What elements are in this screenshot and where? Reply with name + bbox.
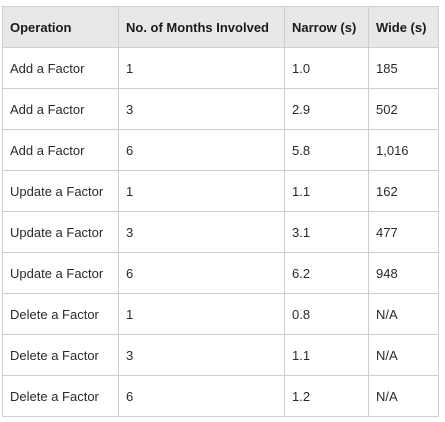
table-body: Add a Factor 1 1.0 185 Add a Factor 3 2.… [2,47,439,417]
cell-months: 1 [118,170,285,212]
cell-months: 6 [118,129,285,171]
cell-months: 6 [118,252,285,294]
table-row: Add a Factor 6 5.8 1,016 [2,129,439,171]
cell-narrow: 1.0 [284,47,369,89]
cell-operation: Delete a Factor [2,334,119,376]
cell-months: 1 [118,47,285,89]
cell-narrow: 0.8 [284,293,369,335]
cell-wide: N/A [368,375,439,417]
cell-wide: N/A [368,293,439,335]
cell-wide: 162 [368,170,439,212]
cell-months: 3 [118,88,285,130]
table-row: Update a Factor 1 1.1 162 [2,170,439,212]
cell-narrow: 1.1 [284,334,369,376]
cell-narrow: 2.9 [284,88,369,130]
table-row: Update a Factor 3 3.1 477 [2,211,439,253]
cell-wide: N/A [368,334,439,376]
cell-operation: Update a Factor [2,252,119,294]
cell-months: 3 [118,211,285,253]
cell-wide: 948 [368,252,439,294]
cell-months: 1 [118,293,285,335]
table-row: Delete a Factor 3 1.1 N/A [2,334,439,376]
cell-operation: Add a Factor [2,129,119,171]
cell-months: 3 [118,334,285,376]
header-operation: Operation [2,6,119,48]
header-months: No. of Months Involved [118,6,285,48]
header-wide: Wide (s) [368,6,439,48]
header-narrow: Narrow (s) [284,6,369,48]
cell-wide: 477 [368,211,439,253]
cell-wide: 185 [368,47,439,89]
header-row: Operation No. of Months Involved Narrow … [2,6,439,48]
cell-months: 6 [118,375,285,417]
cell-operation: Update a Factor [2,211,119,253]
table-row: Add a Factor 3 2.9 502 [2,88,439,130]
results-table: Operation No. of Months Involved Narrow … [2,6,439,417]
cell-operation: Delete a Factor [2,375,119,417]
cell-operation: Add a Factor [2,47,119,89]
table-row: Add a Factor 1 1.0 185 [2,47,439,89]
cell-narrow: 6.2 [284,252,369,294]
cell-narrow: 3.1 [284,211,369,253]
table-header: Operation No. of Months Involved Narrow … [2,6,439,48]
cell-wide: 1,016 [368,129,439,171]
cell-operation: Add a Factor [2,88,119,130]
table-row: Delete a Factor 1 0.8 N/A [2,293,439,335]
cell-narrow: 1.1 [284,170,369,212]
cell-narrow: 5.8 [284,129,369,171]
cell-operation: Update a Factor [2,170,119,212]
table-row: Delete a Factor 6 1.2 N/A [2,375,439,417]
cell-operation: Delete a Factor [2,293,119,335]
table-row: Update a Factor 6 6.2 948 [2,252,439,294]
table-container: Operation No. of Months Involved Narrow … [2,6,439,417]
cell-wide: 502 [368,88,439,130]
cell-narrow: 1.2 [284,375,369,417]
